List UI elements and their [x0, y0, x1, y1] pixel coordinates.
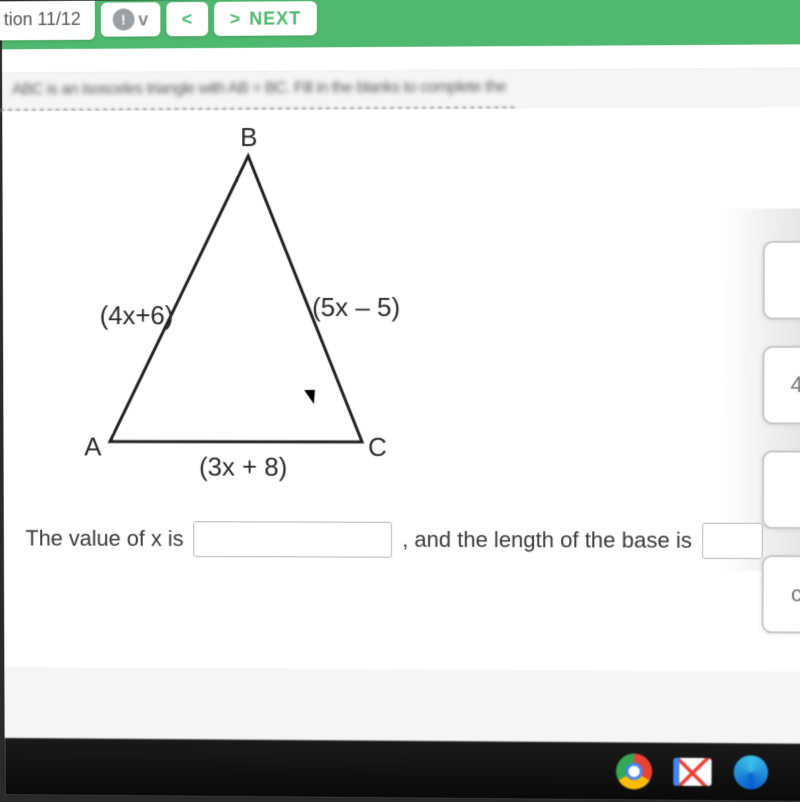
- vertex-label-c: C: [368, 432, 387, 463]
- chevron-left-icon: <: [182, 9, 193, 30]
- edge-label-bc: (5x – 5): [312, 292, 400, 323]
- answer-option-2[interactable]: 4: [762, 346, 800, 425]
- prompt-text-2: , and the length of the base is: [402, 527, 692, 554]
- question-stem-blurred: ABC is an isosceles triangle with AB = B…: [2, 69, 800, 104]
- prompt-text-1: The value of x is: [25, 526, 183, 552]
- answer-option-3[interactable]: [762, 451, 800, 530]
- question-counter-tab[interactable]: tion 11/12: [0, 1, 95, 41]
- edge-label-ab: (4x+6): [100, 300, 174, 331]
- triangle-diagram: B A C (4x+6) (5x – 5) (3x + 8): [52, 149, 430, 490]
- answer-option-4[interactable]: c: [761, 555, 800, 633]
- answer-option-stack: 4 c: [761, 241, 800, 634]
- question-body: B A C (4x+6) (5x – 5) (3x + 8) 4 c The v…: [2, 107, 800, 671]
- answer-option-1[interactable]: [763, 241, 800, 320]
- vertex-label-a: A: [84, 432, 101, 463]
- chevron-right-icon: >: [230, 8, 242, 29]
- question-stem-text: ABC is an isosceles triangle with AB = B…: [12, 78, 506, 98]
- blank-input-base[interactable]: [702, 523, 763, 559]
- next-question-button[interactable]: > NEXT: [214, 1, 317, 36]
- prev-question-button[interactable]: <: [166, 2, 208, 36]
- option-text: c: [791, 581, 800, 607]
- chrome-icon[interactable]: [614, 751, 654, 791]
- question-counter-label: tion 11/12: [4, 9, 81, 30]
- fill-blank-prompt: The value of x is , and the length of th…: [4, 521, 800, 560]
- option-text: 4: [790, 372, 800, 398]
- edge-icon[interactable]: [731, 752, 772, 792]
- edge-label-ac: (3x + 8): [199, 452, 287, 483]
- flag-chevron-icon: v: [138, 9, 148, 30]
- gmail-icon[interactable]: [672, 752, 712, 792]
- exclamation-icon: !: [112, 8, 134, 30]
- quiz-toolbar: tion 11/12 ! v < > NEXT: [2, 0, 800, 49]
- vertex-label-b: B: [240, 122, 257, 153]
- next-button-label: NEXT: [249, 8, 301, 29]
- os-taskbar: [5, 738, 800, 802]
- flag-question-button[interactable]: ! v: [101, 2, 161, 36]
- blank-input-x[interactable]: [193, 521, 392, 557]
